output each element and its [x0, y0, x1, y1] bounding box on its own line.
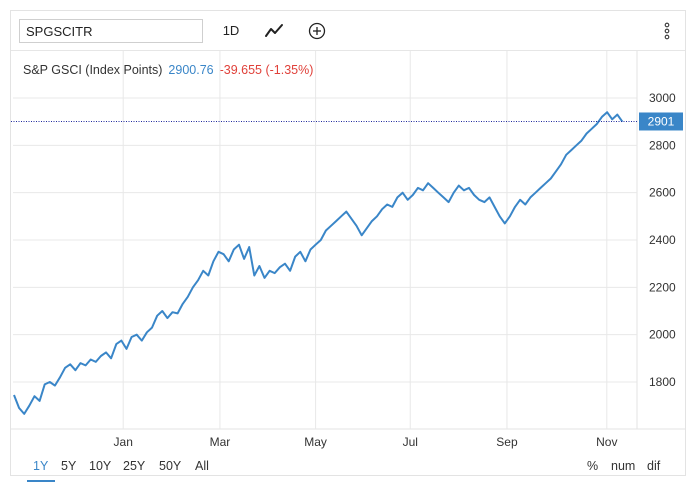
active-range-indicator	[27, 480, 55, 482]
chart-widget: 1D S&P GSCI (Index Points) 2900.76 -39.655…	[10, 10, 686, 482]
chart-type-button[interactable]	[263, 21, 285, 41]
add-indicator-button[interactable]	[307, 21, 327, 41]
x-tick-label: May	[304, 435, 327, 449]
range-button-10y[interactable]: 10Y	[89, 459, 112, 473]
y-tick-label: 2600	[649, 186, 676, 200]
y-tick-label: 2800	[649, 138, 676, 152]
last-value-label: 2901	[648, 114, 675, 128]
price-change: -39.655 (-1.35%)	[219, 63, 314, 77]
range-button-50y[interactable]: 50Y	[159, 459, 182, 473]
mode-button-dif[interactable]: dif	[647, 459, 661, 473]
x-tick-label: Nov	[596, 435, 617, 449]
mode-button-num[interactable]: num	[611, 459, 636, 473]
last-value-badge	[639, 112, 683, 131]
range-button-25y[interactable]: 25Y	[123, 459, 146, 473]
x-tick-label: Jan	[114, 435, 133, 449]
series-line	[13, 111, 624, 415]
y-tick-label: 1800	[649, 375, 676, 389]
series-name: S&P GSCI (Index Points)	[23, 63, 163, 77]
interval-button[interactable]: 1D	[222, 23, 240, 38]
plus-circle-icon	[308, 22, 326, 40]
chart-legend: S&P GSCI (Index Points) 2900.76 -39.655 (-…	[23, 63, 313, 77]
y-tick-label: 2000	[649, 328, 676, 342]
menu-button[interactable]	[661, 21, 673, 41]
chart-toolbar: 1D	[11, 11, 685, 51]
y-tick-label: 2400	[649, 233, 676, 247]
mode-button-percent[interactable]: %	[587, 459, 599, 473]
y-tick-label: 2200	[649, 280, 676, 294]
x-tick-label: Sep	[496, 435, 518, 449]
symbol-input[interactable]	[19, 19, 203, 43]
x-tick-label: Jul	[403, 435, 418, 449]
range-button-all[interactable]: All	[195, 459, 209, 473]
price-chart[interactable]: 1800 2000 2200 2400 2600 2800 3000 Jan Mar May Jul…	[11, 51, 685, 451]
y-tick-label: 3000	[649, 91, 676, 105]
range-button-1y[interactable]: 1Y	[33, 459, 49, 473]
last-price: 2900.76	[168, 63, 214, 77]
range-button-5y[interactable]: 5Y	[61, 459, 77, 473]
vertical-dots-icon	[664, 22, 670, 40]
range-selector: 1Y 5Y 10Y 25Y 50Y All% num dif	[11, 451, 685, 482]
x-tick-label: Mar	[210, 435, 231, 449]
line-chart-icon	[265, 24, 283, 37]
